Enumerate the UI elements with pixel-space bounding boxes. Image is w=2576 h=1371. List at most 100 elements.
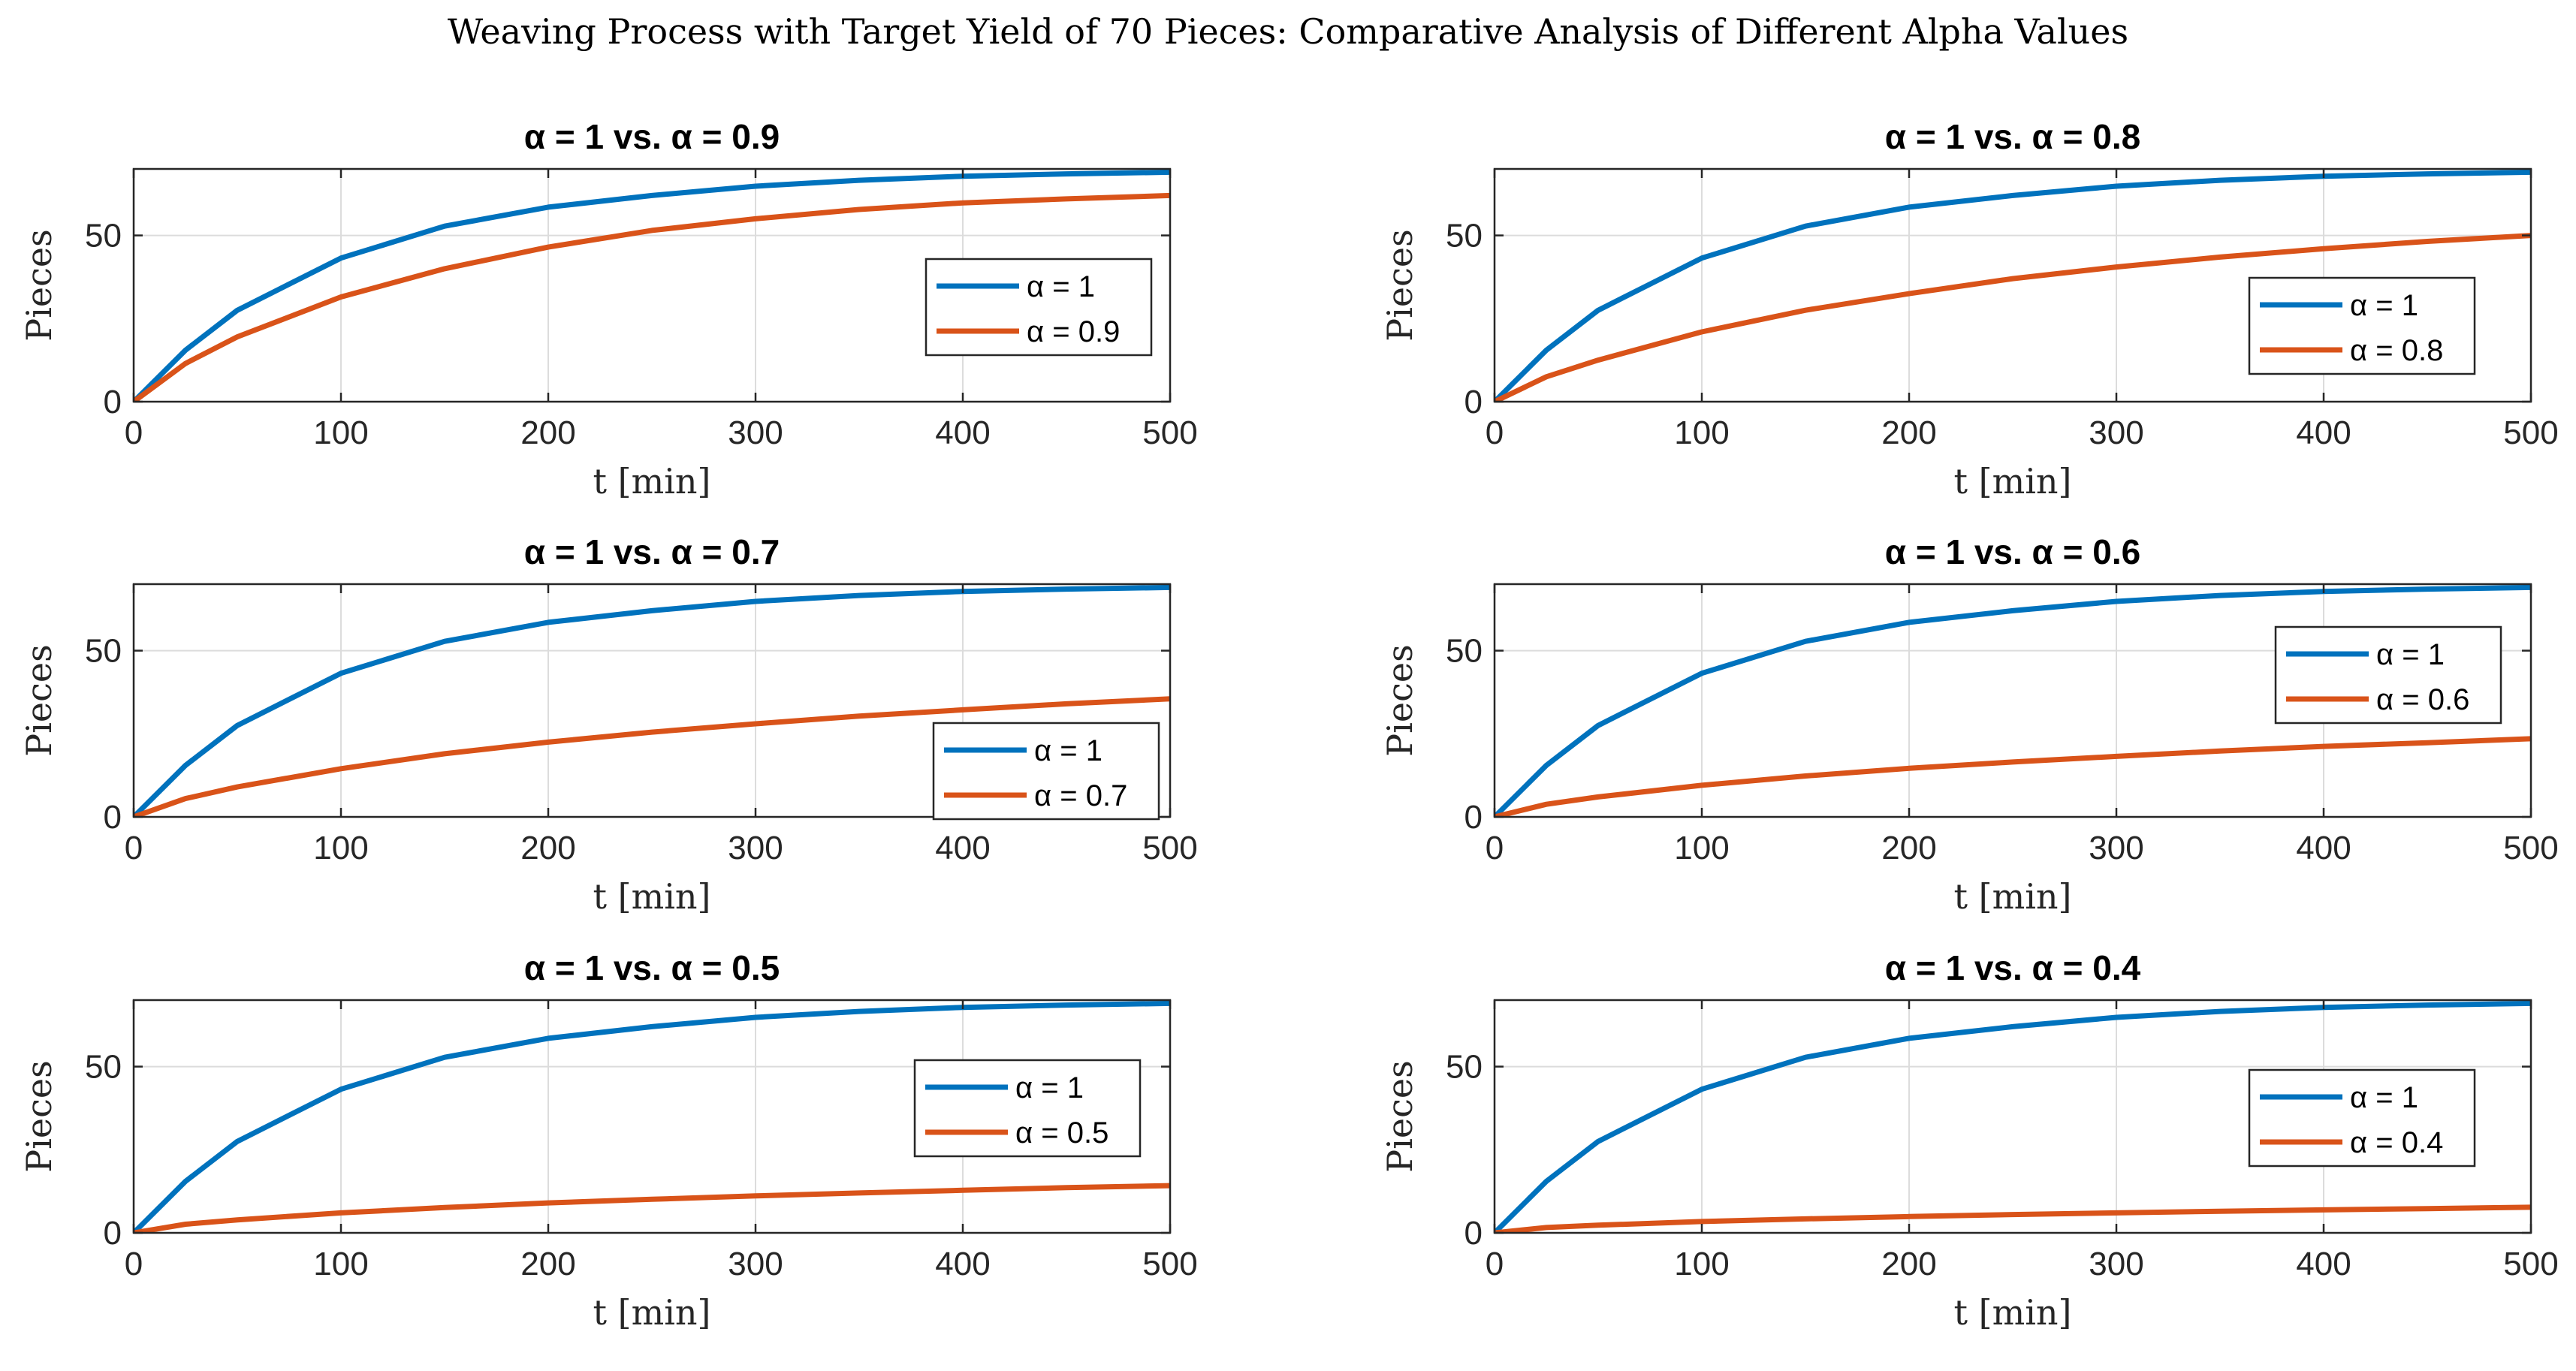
legend-label-2: α = 0.8 xyxy=(2350,334,2443,367)
x-tick-label: 100 xyxy=(1674,1246,1729,1282)
series-line-1 xyxy=(1495,1000,2531,1233)
plot-frame xyxy=(132,167,1172,403)
legend-label-1: α = 1 xyxy=(2350,1081,2418,1114)
subplot-1: 0 100 200 300 400 500 0 50 α = 1 vs. α = 0.9 t [m… xyxy=(19,117,1198,502)
legend-label-2: α = 0.6 xyxy=(2376,683,2469,716)
plot-frame xyxy=(132,583,1172,818)
x-tick-label: 100 xyxy=(313,1246,368,1282)
legend-box xyxy=(932,722,1160,821)
x-axis-label: t [min] xyxy=(593,1292,711,1333)
x-tick-label: 400 xyxy=(935,830,990,866)
series-line-2 xyxy=(134,1183,1170,1233)
subplot-5: 0 100 200 300 400 500 0 50 α = 1 vs. α = 0.5 t [m… xyxy=(19,948,1198,1333)
subplot-title: α = 1 vs. α = 0.7 xyxy=(524,532,780,571)
x-tick-label: 100 xyxy=(1674,414,1729,451)
subplot-4: 0 100 200 300 400 500 0 50 α = 1 vs. α = 0.6 t [m… xyxy=(1380,532,2559,917)
legend-box xyxy=(2248,276,2476,375)
x-tick-label: 500 xyxy=(1142,414,1197,451)
y-tick-label: 0 xyxy=(1464,799,1483,836)
x-tick-label: 400 xyxy=(2296,1246,2351,1282)
legend-label-1: α = 1 xyxy=(2376,638,2445,671)
legend-label-1: α = 1 xyxy=(1027,270,1095,303)
x-axis-label: t [min] xyxy=(593,461,711,502)
y-axis-label: Pieces xyxy=(19,1060,59,1172)
y-tick-label: 50 xyxy=(85,218,122,255)
x-tick-label: 200 xyxy=(520,830,575,866)
series-line-1 xyxy=(1495,169,2531,402)
legend-box xyxy=(2274,625,2502,725)
subplot-title: α = 1 vs. α = 0.4 xyxy=(1885,948,2141,987)
plot-frame xyxy=(1493,583,2532,818)
x-tick-label: 300 xyxy=(728,830,783,866)
y-tick-label: 0 xyxy=(1464,1215,1483,1252)
x-tick-label: 0 xyxy=(1486,1246,1504,1282)
x-tick-label: 500 xyxy=(1142,830,1197,866)
x-tick-label: 0 xyxy=(1486,414,1504,451)
y-tick-label: 0 xyxy=(104,384,122,420)
legend: α = 1 α = 0.7 xyxy=(932,722,1160,821)
legend: α = 1 α = 0.9 xyxy=(925,258,1153,357)
series-line-1 xyxy=(134,169,1170,402)
legend-box xyxy=(913,1059,1142,1158)
x-tick-label: 0 xyxy=(1486,830,1504,866)
x-tick-label: 100 xyxy=(1674,830,1729,866)
subplot-title: α = 1 vs. α = 0.5 xyxy=(524,948,780,987)
series-line-2 xyxy=(1495,1204,2531,1233)
legend: α = 1 α = 0.5 xyxy=(913,1059,1142,1158)
x-tick-label: 100 xyxy=(313,414,368,451)
x-tick-label: 200 xyxy=(1881,1246,1936,1282)
legend-label-2: α = 0.9 xyxy=(1027,315,1120,348)
x-tick-label: 300 xyxy=(2089,1246,2143,1282)
y-axis-label: Pieces xyxy=(19,644,59,756)
x-axis-label: t [min] xyxy=(1954,1292,2072,1333)
legend: α = 1 α = 0.8 xyxy=(2248,276,2476,375)
x-tick-label: 300 xyxy=(728,1246,783,1282)
legend: α = 1 α = 0.4 xyxy=(2248,1068,2476,1168)
x-tick-label: 400 xyxy=(2296,830,2351,866)
x-tick-label: 0 xyxy=(125,830,143,866)
subplot-2: 0 100 200 300 400 500 0 50 α = 1 vs. α = 0.8 t [m… xyxy=(1380,117,2559,502)
subplot-6: 0 100 200 300 400 500 0 50 α = 1 vs. α = 0.4 t [m… xyxy=(1380,948,2559,1333)
x-tick-label: 0 xyxy=(125,1246,143,1282)
x-tick-label: 500 xyxy=(1142,1246,1197,1282)
x-axis-label: t [min] xyxy=(593,876,711,917)
legend-box xyxy=(925,258,1153,357)
legend-box xyxy=(2248,1068,2476,1168)
series-line-2 xyxy=(1495,736,2531,817)
figure-title: Weaving Process with Target Yield of 70 … xyxy=(448,11,2128,52)
legend: α = 1 α = 0.6 xyxy=(2274,625,2502,725)
series-line-2 xyxy=(1495,233,2531,402)
x-tick-label: 500 xyxy=(2503,830,2558,866)
x-tick-label: 300 xyxy=(2089,414,2143,451)
series-line-2 xyxy=(134,696,1170,817)
y-axis-label: Pieces xyxy=(1380,229,1420,341)
y-axis-label: Pieces xyxy=(1380,644,1420,756)
x-tick-label: 0 xyxy=(125,414,143,451)
legend-label-1: α = 1 xyxy=(2350,289,2418,322)
x-tick-label: 300 xyxy=(728,414,783,451)
y-tick-label: 50 xyxy=(1446,633,1483,670)
y-tick-label: 50 xyxy=(1446,1049,1483,1086)
y-tick-label: 50 xyxy=(85,1049,122,1086)
y-tick-label: 50 xyxy=(1446,218,1483,255)
y-axis-label: Pieces xyxy=(19,229,59,341)
plot-frame xyxy=(1493,999,2532,1234)
series-line-2 xyxy=(134,192,1170,402)
y-tick-label: 0 xyxy=(1464,384,1483,420)
y-tick-label: 50 xyxy=(85,633,122,670)
x-tick-label: 400 xyxy=(935,1246,990,1282)
plot-frame xyxy=(1493,167,2532,403)
plot-frame xyxy=(132,999,1172,1234)
x-axis-label: t [min] xyxy=(1954,876,2072,917)
legend-label-2: α = 0.4 xyxy=(2350,1126,2443,1159)
series-line-1 xyxy=(134,1000,1170,1233)
legend-label-2: α = 0.7 xyxy=(1034,779,1127,812)
subplot-title: α = 1 vs. α = 0.9 xyxy=(524,117,780,156)
subplot-title: α = 1 vs. α = 0.8 xyxy=(1885,117,2140,156)
x-tick-label: 200 xyxy=(520,414,575,451)
y-tick-label: 0 xyxy=(104,799,122,836)
x-tick-label: 400 xyxy=(935,414,990,451)
x-tick-label: 400 xyxy=(2296,414,2351,451)
subplot-3: 0 100 200 300 400 500 0 50 α = 1 vs. α = 0.7 t [m… xyxy=(19,532,1198,917)
